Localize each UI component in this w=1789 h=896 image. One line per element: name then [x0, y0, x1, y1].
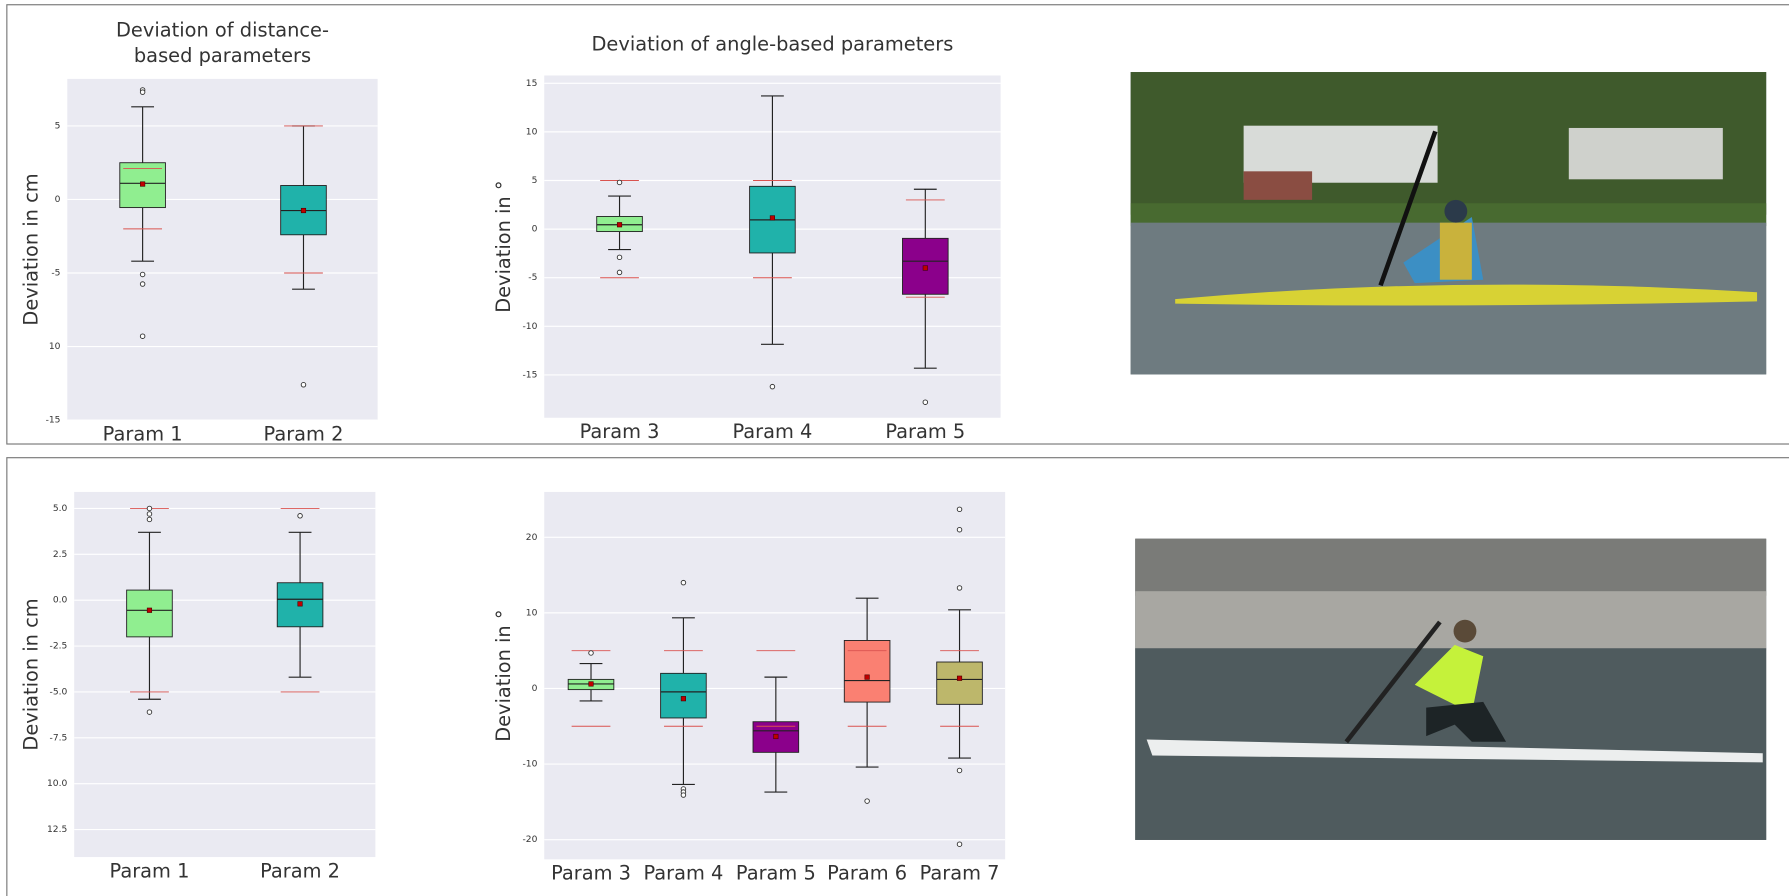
- y-axis-label: Deviation in °: [492, 609, 515, 741]
- x-tick-label: Param 4: [732, 420, 812, 443]
- plot-area: [544, 492, 1005, 859]
- x-tick-label: Param 6: [827, 862, 907, 885]
- outlier: [140, 282, 145, 287]
- outlier: [147, 710, 152, 715]
- mean: [774, 734, 779, 739]
- y-axis-label: Deviation in cm: [19, 598, 42, 750]
- outlier: [140, 272, 145, 277]
- box: [127, 590, 173, 637]
- plot-area: [67, 79, 377, 420]
- photo-canoe: [1135, 539, 1766, 840]
- mean: [923, 266, 928, 271]
- mean: [298, 602, 303, 607]
- y-axis-label: Deviation in cm: [19, 173, 42, 325]
- y-tick-label: -10: [522, 322, 537, 332]
- x-tick-label: Param 1: [103, 422, 183, 445]
- y-tick-label: -15: [46, 416, 61, 426]
- outlier: [140, 90, 145, 95]
- mean: [865, 675, 870, 680]
- y-tick-label: 10: [49, 342, 61, 352]
- y-tick-label: -5: [528, 273, 537, 283]
- mean: [589, 682, 594, 687]
- x-tick-label: Param 2: [264, 422, 344, 445]
- x-tick-label: Param 7: [920, 862, 1000, 885]
- y-tick-label: 10: [526, 608, 538, 618]
- x-tick-label: Param 1: [110, 859, 190, 882]
- outlier: [147, 512, 152, 517]
- mean: [957, 676, 962, 681]
- box: [661, 673, 707, 718]
- outlier: [301, 382, 306, 387]
- x-tick-label: Param 5: [736, 862, 816, 885]
- outlier: [957, 527, 962, 532]
- x-tick-label: Param 2: [260, 859, 340, 882]
- y-tick-label: -2.5: [50, 642, 68, 652]
- y-tick-label: 12.5: [47, 825, 67, 835]
- outlier: [957, 507, 962, 512]
- chart-title-text: Deviation of distance-based parameters: [91, 18, 353, 68]
- outlier: [681, 580, 686, 585]
- y-tick-label: 2.5: [53, 550, 68, 560]
- outlier: [957, 586, 962, 591]
- y-tick-label: 5: [55, 121, 61, 131]
- box: [844, 640, 890, 702]
- y-tick-label: 5.0: [53, 504, 68, 514]
- y-tick-label: 0: [532, 225, 538, 235]
- x-tick-label: Param 3: [580, 420, 660, 443]
- y-axis-label: Deviation in °: [492, 180, 515, 312]
- mean: [617, 222, 622, 227]
- y-tick-label: 10.0: [47, 779, 67, 789]
- outlier: [140, 334, 145, 339]
- outlier: [923, 400, 928, 405]
- chart-title-text: Deviation of angle-based parameters: [548, 32, 998, 57]
- figure: 5 0 -5 10 -15 Deviation of distance-based par…: [0, 0, 1789, 896]
- y-tick-label: 5: [532, 176, 538, 186]
- outlier: [865, 799, 870, 804]
- y-tick-label: 0: [532, 684, 538, 694]
- outlier: [298, 513, 303, 518]
- y-tick-label: -7.5: [50, 733, 68, 743]
- box: [937, 662, 983, 704]
- y-tick-label: 20: [526, 533, 538, 543]
- outlier: [957, 842, 962, 847]
- x-tick-label: Param 3: [551, 862, 631, 885]
- outlier: [147, 517, 152, 522]
- outlier: [617, 180, 622, 185]
- y-tick-label: -20: [522, 835, 537, 845]
- chart-title: Deviation of distance-based parameters: [91, 18, 353, 75]
- y-tick-label: -5: [51, 269, 60, 279]
- mean: [301, 208, 306, 213]
- outlier: [147, 506, 152, 511]
- photo-kayak: [1131, 72, 1767, 374]
- mean: [140, 182, 145, 187]
- chart-title: Deviation of angle-based parameters: [548, 32, 998, 89]
- y-tick-label: 10: [526, 127, 538, 137]
- x-tick-label: Param 4: [643, 862, 723, 885]
- y-tick-label: -15: [522, 370, 537, 380]
- x-tick-label: Param 5: [885, 420, 965, 443]
- y-tick-label: -5.0: [50, 687, 68, 697]
- outlier: [681, 793, 686, 798]
- plot-area: [74, 492, 375, 857]
- outlier: [617, 270, 622, 275]
- outlier: [589, 651, 594, 656]
- y-tick-label: 15: [526, 79, 538, 89]
- outlier: [957, 768, 962, 773]
- y-tick-label: -10: [522, 760, 537, 770]
- y-tick-label: 0: [55, 195, 61, 205]
- outlier: [617, 255, 622, 260]
- mean: [681, 696, 686, 701]
- outlier: [770, 384, 775, 389]
- mean: [770, 216, 775, 221]
- mean: [147, 608, 152, 613]
- y-tick-label: 0.0: [53, 596, 68, 606]
